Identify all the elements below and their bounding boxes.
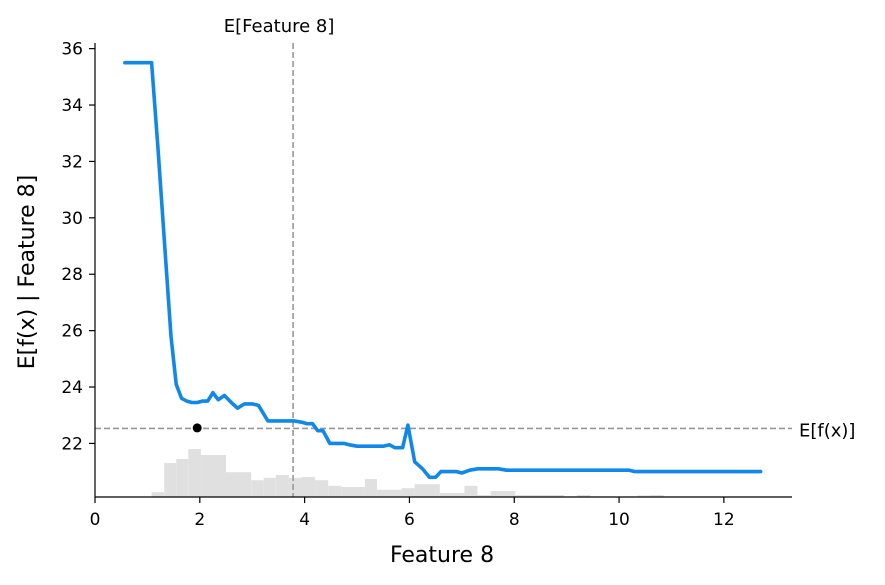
histogram-bar <box>328 485 342 497</box>
histogram-bar <box>540 495 565 497</box>
histogram-bar <box>226 472 252 497</box>
histogram-bar <box>376 489 402 497</box>
histogram <box>151 449 664 497</box>
x-tick-label: 4 <box>299 510 310 530</box>
x-tick-label: 8 <box>509 510 520 530</box>
histogram-bar <box>151 492 165 497</box>
histogram-bar <box>401 488 415 497</box>
histogram-bar <box>302 477 316 497</box>
histogram-bar <box>200 455 227 497</box>
histogram-bar <box>263 477 276 497</box>
y-tick-label: 32 <box>61 152 83 172</box>
x-tick-label: 0 <box>90 510 101 530</box>
y-tick-label: 30 <box>61 209 83 229</box>
histogram-bar <box>490 491 516 497</box>
y-tick-label: 22 <box>61 434 83 454</box>
series-layer <box>123 60 763 480</box>
x-tick-label: 2 <box>194 510 205 530</box>
histogram-bar <box>341 487 365 497</box>
x-tick-label: 6 <box>404 510 415 530</box>
x-axis-label: Feature 8 <box>390 543 494 568</box>
histogram-bar <box>577 495 591 497</box>
histogram-bar <box>414 484 440 497</box>
y-tick-label: 26 <box>61 322 83 342</box>
histogram-bar <box>515 495 541 497</box>
histogram-bar <box>315 480 329 497</box>
series-line <box>123 60 763 480</box>
histogram-bar <box>251 480 264 497</box>
histogram-bar <box>188 449 201 497</box>
y-tick-label: 36 <box>61 40 83 60</box>
histogram-bar <box>288 477 303 497</box>
x-tick-label: 12 <box>713 510 735 530</box>
histogram-bar <box>439 493 465 497</box>
histogram-bar <box>176 459 189 497</box>
histogram-bar <box>275 475 289 497</box>
expected-value-label: E[f(x)] <box>799 420 855 441</box>
histogram-bar <box>164 463 177 497</box>
histogram-bar <box>477 495 491 497</box>
y-tick-label: 28 <box>61 265 83 285</box>
y-axis-label: E[f(x) | Feature 8] <box>15 175 40 370</box>
y-tick-label: 24 <box>61 378 83 398</box>
histogram-bar <box>650 495 664 497</box>
histogram-bar <box>637 495 651 497</box>
highlight-point <box>192 423 202 433</box>
histogram-bar <box>464 485 478 497</box>
histogram-bar <box>364 479 377 497</box>
x-tick-label: 10 <box>608 510 630 530</box>
expected-feature-label: E[Feature 8] <box>224 16 335 37</box>
y-tick-label: 34 <box>61 96 83 116</box>
